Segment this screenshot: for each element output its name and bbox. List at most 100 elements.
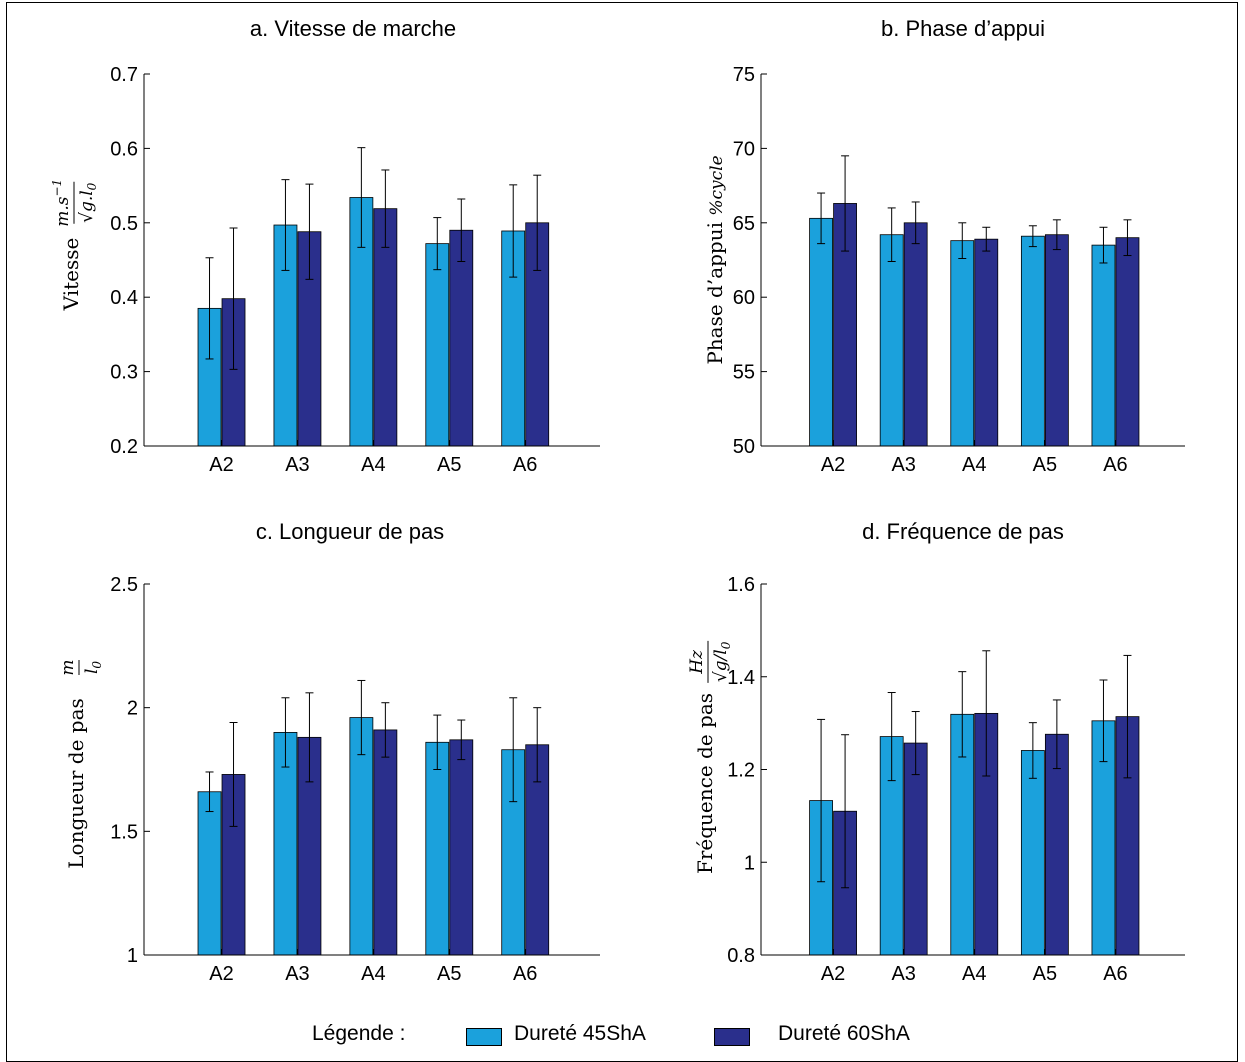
x-tick-label: A5 xyxy=(1033,454,1057,476)
svg-text:Hz: Hz xyxy=(687,649,707,675)
y-tick-label: 65 xyxy=(733,213,755,235)
error-bar-A2-series-1 xyxy=(817,192,826,245)
error-bar-A4-series-2 xyxy=(381,702,390,758)
bar-A6-series-1 xyxy=(1091,244,1116,447)
svg-text:m.s−1: m.s−1 xyxy=(50,179,73,227)
y-tick-label: 0.2 xyxy=(110,436,138,458)
y-tick-label: 1.4 xyxy=(727,667,755,689)
y-tick-label: 75 xyxy=(733,64,755,86)
bar-A5-series-1 xyxy=(425,741,450,956)
y-tick-label: 0.3 xyxy=(110,362,138,384)
error-bar-A3-series-1 xyxy=(281,697,290,768)
y-axis-unit: m l0 xyxy=(58,659,104,675)
x-tick-label: A3 xyxy=(285,454,309,476)
error-bar-A6-series-1 xyxy=(1099,679,1108,763)
y-tick-label: 60 xyxy=(733,287,755,309)
bar-A5-series-2 xyxy=(449,739,474,956)
error-bar-A6-series-2 xyxy=(1123,219,1132,257)
legend-title: Légende : xyxy=(312,1022,406,1045)
error-bar-A5-series-1 xyxy=(433,217,442,271)
bar-A4-series-2 xyxy=(974,238,999,447)
chart-panel-c: c. Longueur de pas 1 1.5 2 2.5 A2 A3 A4 A5 A6 Long… xyxy=(58,519,600,985)
error-bar-A5-series-2 xyxy=(457,198,466,262)
x-tick-label: A5 xyxy=(437,963,461,985)
bar-A6-series-2 xyxy=(1115,237,1140,447)
bar-A5-series-2 xyxy=(1044,234,1069,447)
error-bar-A6-series-1 xyxy=(1099,226,1108,264)
error-bar-A3-series-1 xyxy=(887,207,896,262)
error-bar-A6-series-1 xyxy=(509,697,518,803)
y-tick-label: 2.5 xyxy=(110,574,138,596)
error-bar-A6-series-2 xyxy=(1123,654,1132,779)
svg-text:Longueur de pas: Longueur de pas xyxy=(64,698,88,869)
error-bar-A2-series-2 xyxy=(229,722,238,827)
y-tick-label: 1 xyxy=(127,945,138,967)
bar-A2-series-1 xyxy=(809,217,833,447)
x-tick-label: A4 xyxy=(962,454,986,476)
y-axis-unit: Hz √g/l0 xyxy=(687,640,733,683)
error-bar-A4-series-1 xyxy=(958,222,967,260)
x-tick-label: A4 xyxy=(962,963,986,985)
error-bar-A5-series-1 xyxy=(1028,722,1037,779)
y-tick-label: 0.4 xyxy=(110,287,138,309)
chart-title: b. Phase d’appui xyxy=(881,16,1045,41)
svg-text:√g/l0: √g/l0 xyxy=(711,641,733,682)
error-bar-A6-series-2 xyxy=(533,174,542,271)
x-tick-label: A6 xyxy=(513,454,537,476)
error-bar-A2-series-2 xyxy=(841,734,850,889)
y-axis-label: Fréquence de pas Hz √g/l0 xyxy=(687,640,733,874)
error-bar-A3-series-2 xyxy=(305,183,314,280)
y-axis-label: Vitesse m.s−1√g.l0 xyxy=(50,179,99,312)
error-bar-A2-series-1 xyxy=(205,771,214,813)
error-bar-A6-series-1 xyxy=(509,184,518,278)
y-tick-label: 0.7 xyxy=(110,64,138,86)
error-bar-A2-series-2 xyxy=(229,227,238,370)
error-bar-A3-series-2 xyxy=(305,692,314,783)
chart-panel-a: a. Vitesse de marche 0.2 0.3 0.4 0.5 0.6 0.7 A2… xyxy=(50,16,600,476)
error-bar-A2-series-1 xyxy=(817,718,826,883)
svg-text:Phase d’appui %cycle: Phase d’appui %cycle xyxy=(703,155,727,364)
y-tick-label: 55 xyxy=(733,362,755,384)
bar-A3-series-1 xyxy=(879,234,904,447)
bar-A5-series-1 xyxy=(1020,750,1045,956)
legend-label-45sha: Dureté 45ShA xyxy=(514,1022,646,1045)
error-bar-A5-series-2 xyxy=(1052,219,1061,251)
y-tick-label: 0.6 xyxy=(110,138,138,160)
bar-A5-series-1 xyxy=(1020,235,1045,447)
y-tick-label: 50 xyxy=(733,436,755,458)
y-axis-unit: m.s−1√g.l0 xyxy=(50,179,99,227)
error-bar-A6-series-2 xyxy=(533,707,542,783)
error-bar-A5-series-1 xyxy=(433,714,442,770)
bar-A4-series-2 xyxy=(373,729,398,956)
svg-text:Vitesse: Vitesse xyxy=(59,238,83,312)
error-bar-A4-series-2 xyxy=(982,650,991,777)
legend-label-60sha: Dureté 60ShA xyxy=(778,1022,910,1045)
x-tick-label: A2 xyxy=(209,454,233,476)
x-tick-label: A5 xyxy=(437,454,461,476)
y-tick-label: 70 xyxy=(733,138,755,160)
bar-A2-series-1 xyxy=(197,791,222,956)
error-bar-A4-series-1 xyxy=(357,147,366,248)
x-tick-label: A3 xyxy=(285,963,309,985)
chart-title: d. Fréquence de pas xyxy=(862,519,1064,544)
legend: Légende : Dureté 45ShA Dureté 60ShA xyxy=(0,1022,1245,1054)
legend-swatch-45sha xyxy=(466,1028,502,1046)
bar-A3-series-2 xyxy=(903,222,928,447)
x-tick-label: A4 xyxy=(361,454,385,476)
x-tick-label: A2 xyxy=(209,963,233,985)
y-tick-label: 1.2 xyxy=(727,760,755,782)
x-tick-label: A6 xyxy=(1103,454,1127,476)
error-bar-A4-series-1 xyxy=(958,671,967,758)
error-bar-A5-series-2 xyxy=(1052,699,1061,770)
error-bar-A4-series-1 xyxy=(357,679,366,756)
error-bar-A3-series-1 xyxy=(887,692,896,782)
error-bar-A3-series-2 xyxy=(911,711,920,776)
bar-A5-series-2 xyxy=(449,229,474,447)
chart-panel-d: d. Fréquence de pas 0.8 1 1.2 1.4 1.6 A2 A3 A4 A5… xyxy=(687,519,1185,985)
error-bar-A4-series-2 xyxy=(982,226,991,252)
x-tick-label: A4 xyxy=(361,963,385,985)
svg-text:Fréquence de pas: Fréquence de pas xyxy=(693,693,717,874)
bar-A4-series-1 xyxy=(950,240,975,447)
y-tick-label: 0.8 xyxy=(727,945,755,967)
